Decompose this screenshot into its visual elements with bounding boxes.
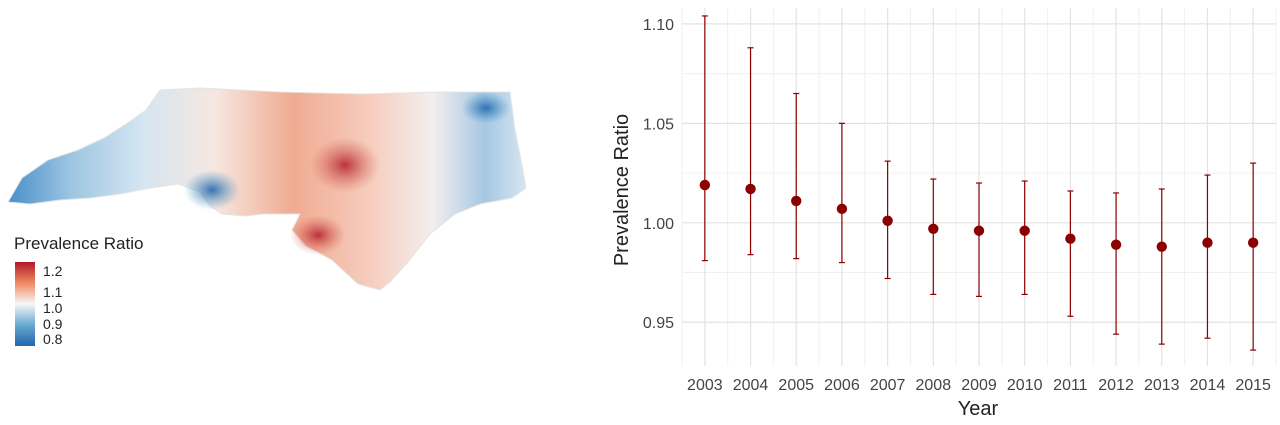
point-estimate (836, 203, 848, 215)
x-tick-label: 2005 (778, 377, 814, 394)
point-estimate (1247, 237, 1259, 248)
x-tick-label: 2007 (870, 377, 906, 394)
x-tick-label: 2015 (1235, 377, 1271, 394)
point-estimate (745, 183, 756, 195)
x-axis-label: Year (958, 398, 999, 420)
y-tick-label: 1.00 (643, 216, 674, 233)
x-tick-labels: 2003 2004 2005 2006 2007 2008 2009 2010 2011 2012… (687, 377, 1271, 394)
hotspot-southeast (290, 215, 346, 255)
prevalence-ratio-chart: 0.95 1.00 1.05 1.10 2003 2004 2005 2006 2007 200… (560, 0, 1280, 425)
y-tick-label: 1.10 (643, 17, 674, 34)
north-carolina-map (7, 87, 527, 291)
x-tick-label: 2006 (824, 377, 860, 394)
error-bars (699, 15, 1259, 351)
point-estimate (973, 225, 985, 236)
legend-title: Prevalence Ratio (14, 234, 144, 253)
legend-tick: 0.8 (43, 331, 63, 347)
y-axis-label: Prevalence Ratio (611, 114, 633, 266)
point-estimate (1156, 241, 1167, 252)
point-estimate (699, 179, 711, 191)
point-estimate (1202, 237, 1213, 248)
x-tick-label: 2010 (1007, 377, 1043, 394)
grid-layer (681, 8, 1277, 366)
coldspot-west (184, 170, 240, 210)
y-tick-label: 0.95 (643, 315, 674, 332)
hotspot-central (310, 137, 380, 193)
x-tick-label: 2004 (733, 377, 769, 394)
x-tick-label: 2003 (687, 377, 723, 394)
state-outline (7, 87, 527, 291)
legend-tick: 1.1 (43, 284, 63, 300)
point-estimate (1065, 233, 1076, 244)
y-tick-label: 1.05 (643, 116, 674, 133)
x-tick-label: 2013 (1144, 377, 1180, 394)
map-panel: Prevalence Ratio 1.2 1.1 1.0 0.9 0.8 (0, 0, 560, 425)
point-estimate (928, 223, 939, 234)
x-tick-label: 2012 (1098, 377, 1134, 394)
legend-tick: 1.0 (43, 300, 63, 316)
point-estimate (1110, 239, 1122, 250)
x-tick-label: 2011 (1053, 377, 1088, 394)
coldspot-northeast (461, 92, 511, 124)
x-tick-label: 2009 (961, 377, 997, 394)
legend-colorbar (15, 262, 35, 346)
x-tick-label: 2008 (916, 377, 952, 394)
point-estimate (1019, 225, 1030, 236)
chart-svg: 0.951.001.051.10 2003 2004 2005 2006 2007 200… (611, 8, 1277, 420)
legend-tick: 1.2 (43, 263, 63, 279)
point-estimate (791, 195, 802, 207)
y-tick-labels: 0.95 1.00 1.05 1.10 (643, 17, 674, 332)
legend-tick: 0.9 (43, 316, 63, 332)
x-tick-label: 2014 (1190, 377, 1226, 394)
point-estimate (882, 215, 893, 227)
